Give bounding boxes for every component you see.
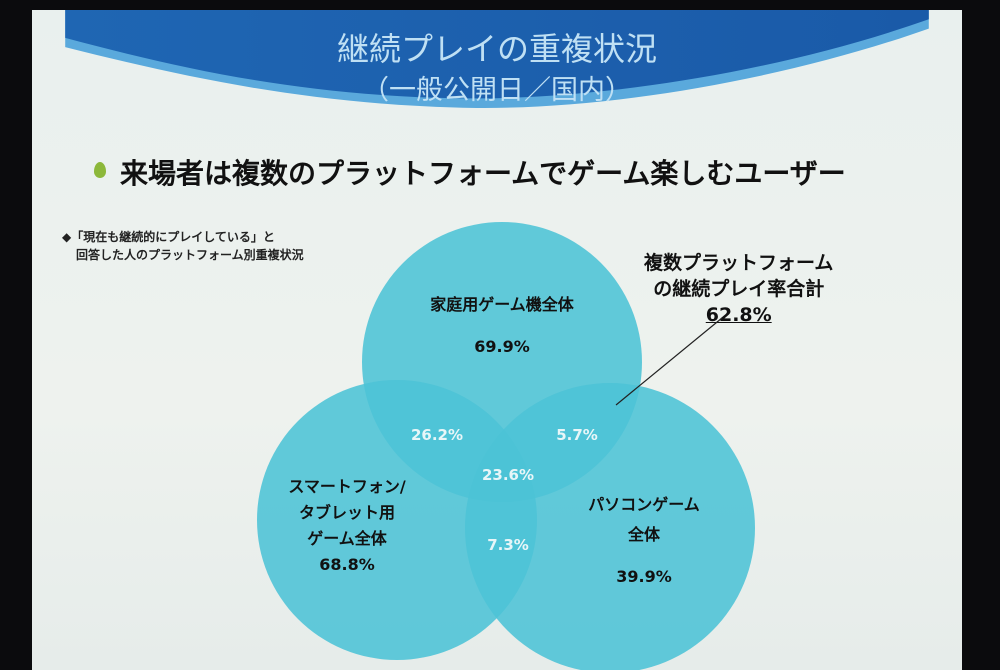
- slide: 継続プレイの重複状況 （一般公開日／国内） 来場者は複数のプラットフォームでゲー…: [32, 10, 962, 670]
- overlap-mobile-pc: 7.3%: [487, 536, 529, 554]
- slide-title: 継続プレイの重複状況: [336, 30, 657, 68]
- title-banner: [65, 10, 929, 108]
- note-line-2: 回答した人のプラットフォーム別重複状況: [76, 248, 304, 262]
- set-label-mobile-2: タブレット用: [299, 503, 395, 522]
- set-value-mobile: 68.8%: [319, 555, 375, 574]
- slide-subtitle: （一般公開日／国内）: [362, 75, 632, 106]
- callout-value: 62.8%: [705, 304, 772, 326]
- callout-leader-line: [615, 317, 723, 406]
- circle-pc: [465, 383, 755, 670]
- set-label-pc-1: パソコンゲーム: [588, 495, 700, 514]
- callout-line-2: の継続プレイ率合計: [653, 278, 825, 300]
- callout-line-1: 複数プラットフォーム: [644, 252, 834, 274]
- overlap-console-pc: 5.7%: [556, 426, 598, 444]
- overlap-all-three: 23.6%: [482, 466, 534, 484]
- set-value-console: 69.9%: [474, 337, 530, 356]
- set-value-pc: 39.9%: [616, 567, 672, 586]
- overlap-console-mobile: 26.2%: [411, 426, 463, 444]
- set-label-mobile-1: スマートフォン/: [288, 477, 406, 496]
- survey-note: ◆「現在も継続的にプレイしている」と 回答した人のプラットフォーム別重複状況: [62, 228, 304, 264]
- callout: 複数プラットフォーム の継続プレイ率合計 62.8%: [644, 250, 833, 328]
- venn-diagram: 家庭用ゲーム機全体 69.9% スマートフォン/ タブレット用 ゲーム全体 68…: [257, 222, 755, 670]
- circle-mobile: [257, 380, 537, 660]
- note-line-1: ◆「現在も継続的にプレイしている」と: [62, 230, 275, 244]
- set-label-console: 家庭用ゲーム機全体: [430, 295, 575, 314]
- set-label-pc-2: 全体: [627, 525, 661, 544]
- bullet-drop-icon: [94, 162, 106, 178]
- headline: 来場者は複数のプラットフォームでゲーム楽しむユーザー: [120, 157, 846, 190]
- set-label-mobile-3: ゲーム全体: [307, 529, 388, 548]
